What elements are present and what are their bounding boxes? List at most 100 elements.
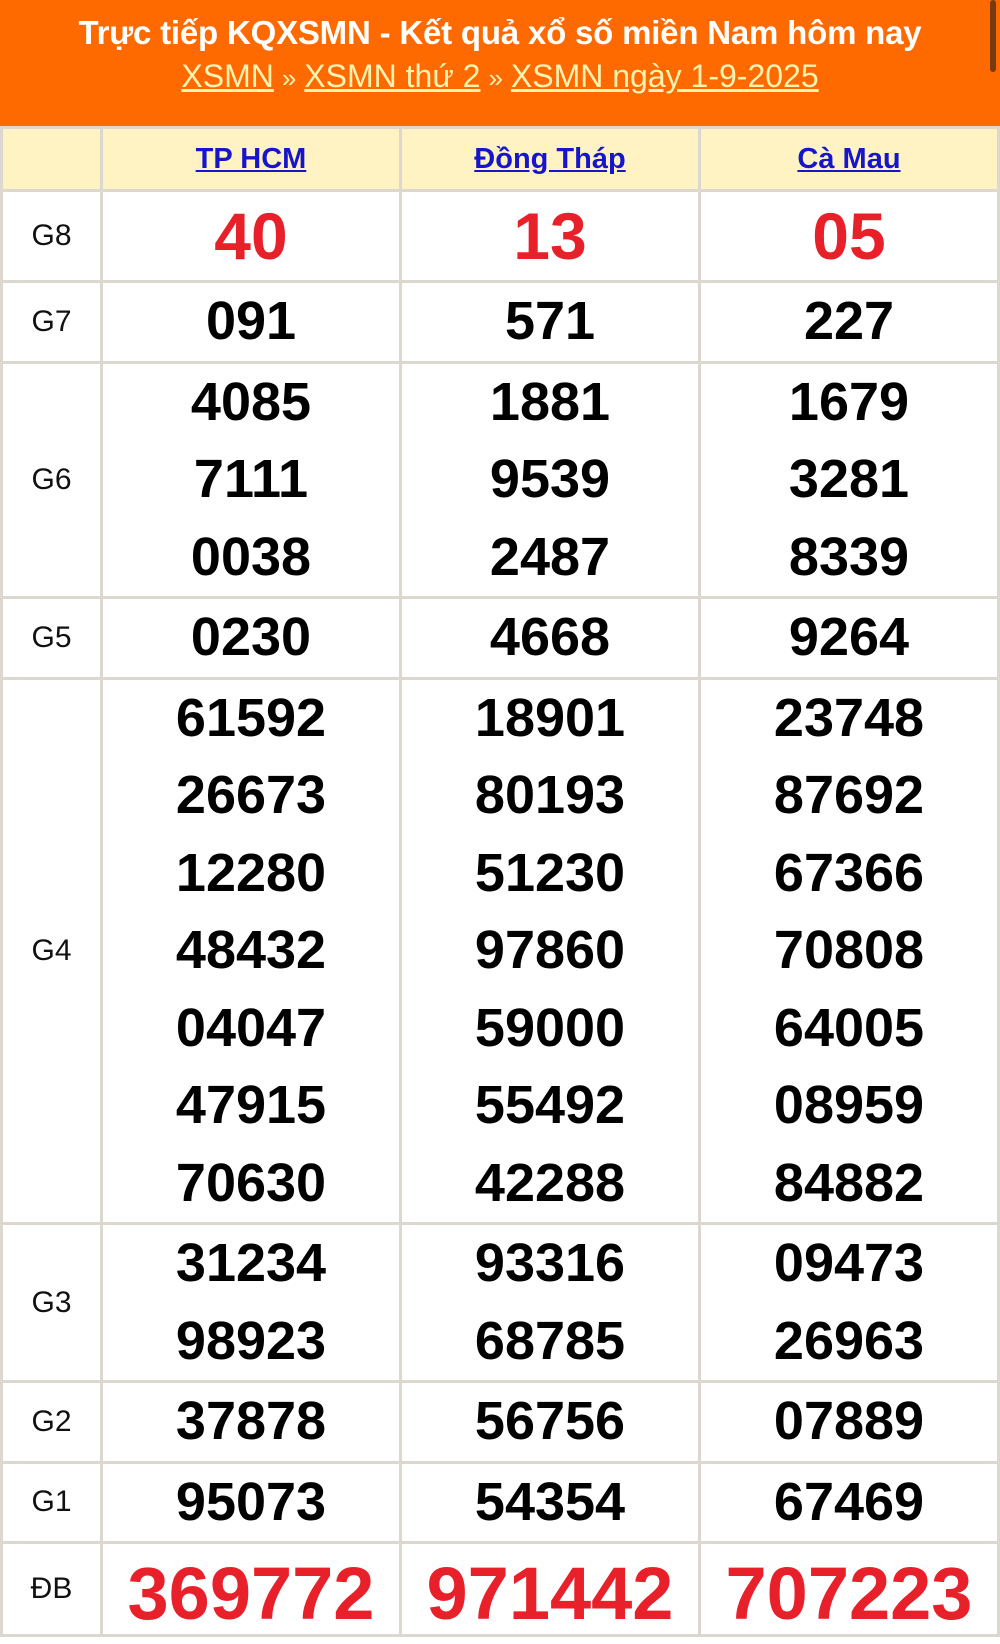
result-number: 09473 <box>773 1233 925 1293</box>
result-cell: 37878 <box>100 1380 402 1464</box>
result-cell: 40 <box>100 189 402 283</box>
prize-label: G3 <box>0 1222 103 1383</box>
prize-label: G5 <box>0 596 103 680</box>
result-number: 51230 <box>474 842 626 903</box>
province-link-dong-thap[interactable]: Đồng Tháp <box>474 142 626 175</box>
result-cell: 369772 <box>100 1541 402 1637</box>
result-cell: 95073 <box>100 1460 402 1544</box>
result-cell: 09473 26963 <box>698 1222 1000 1383</box>
result-number: 9264 <box>788 607 910 667</box>
result-number: 37878 <box>175 1391 327 1451</box>
result-number: 0230 <box>190 607 312 667</box>
prize-row-g3: G3 31234 98923 93316 68785 09473 26963 <box>0 1222 1000 1383</box>
result-number: 3281 <box>788 449 910 509</box>
prize-label: G7 <box>0 280 103 364</box>
result-number: 0038 <box>190 526 312 587</box>
result-number: 04047 <box>175 997 327 1058</box>
result-number: 13 <box>513 199 587 273</box>
result-number: 31234 <box>175 1233 327 1293</box>
result-number: 571 <box>504 291 596 351</box>
result-number: 4085 <box>190 371 312 432</box>
breadcrumb-separator: » <box>281 63 297 93</box>
result-number: 48432 <box>175 920 327 980</box>
result-number: 70808 <box>773 920 925 980</box>
result-cell: 54354 <box>399 1460 701 1544</box>
result-cell: 31234 98923 <box>100 1222 402 1383</box>
result-number: 8339 <box>788 526 910 587</box>
result-cell: 07889 <box>698 1380 1000 1464</box>
result-number: 80193 <box>474 765 626 825</box>
result-cell: 227 <box>698 280 1000 364</box>
page-title: Trực tiếp KQXSMN - Kết quả xổ số miền Na… <box>78 14 922 51</box>
result-number: 9539 <box>489 449 611 509</box>
scrollbar[interactable] <box>990 0 996 72</box>
result-cell: 1881 9539 2487 <box>399 360 701 599</box>
result-number: 61592 <box>175 687 327 748</box>
result-number: 707223 <box>725 1552 973 1635</box>
result-number: 70630 <box>175 1152 327 1213</box>
result-number: 84882 <box>773 1152 925 1213</box>
prize-label: G2 <box>0 1380 103 1464</box>
province-header-row: TP HCM Đồng Tháp Cà Mau <box>0 126 1000 192</box>
result-number: 7111 <box>193 449 309 509</box>
prize-row-g1: G1 95073 54354 67469 <box>0 1460 1000 1544</box>
result-cell: 571 <box>399 280 701 364</box>
result-number: 47915 <box>175 1075 327 1135</box>
result-number: 67366 <box>773 842 925 903</box>
result-number: 1881 <box>489 371 611 432</box>
breadcrumb-xsmn-date[interactable]: XSMN ngày 1-9-2025 <box>510 58 819 94</box>
result-number: 4668 <box>489 607 611 667</box>
prize-row-g4: G4 61592 26673 12280 48432 04047 47915 70630 189… <box>0 676 1000 1225</box>
result-number: 26673 <box>175 765 327 825</box>
result-cell: 4668 <box>399 596 701 680</box>
result-number: 97860 <box>474 920 626 980</box>
province-link-ca-mau[interactable]: Cà Mau <box>797 142 901 175</box>
result-cell: 93316 68785 <box>399 1222 701 1383</box>
prize-row-g7: G7 091 571 227 <box>0 280 1000 364</box>
result-number: 64005 <box>773 997 925 1058</box>
result-number: 40 <box>214 199 288 273</box>
corner-cell <box>0 126 103 192</box>
result-cell: 1679 3281 8339 <box>698 360 1000 599</box>
breadcrumb-xsmn-thu-2[interactable]: XSMN thứ 2 <box>304 58 481 94</box>
result-number: 55492 <box>474 1075 626 1135</box>
breadcrumb-separator: » <box>488 63 503 93</box>
result-number: 87692 <box>773 765 925 825</box>
prize-label: G1 <box>0 1460 103 1544</box>
result-cell: 61592 26673 12280 48432 04047 47915 70630 <box>100 676 402 1225</box>
prize-label: G6 <box>0 360 103 599</box>
result-cell: 9264 <box>698 596 1000 680</box>
result-cell: 56756 <box>399 1380 701 1464</box>
result-number: 18901 <box>474 687 626 748</box>
result-cell: 13 <box>399 189 701 283</box>
result-number: 091 <box>205 291 297 351</box>
breadcrumb-xsmn[interactable]: XSMN <box>181 58 274 94</box>
result-number: 23748 <box>773 687 925 748</box>
result-cell: 0230 <box>100 596 402 680</box>
result-cell: 18901 80193 51230 97860 59000 55492 42288 <box>399 676 701 1225</box>
result-number: 08959 <box>773 1075 925 1135</box>
result-number: 12280 <box>175 842 327 903</box>
result-cell: 971442 <box>399 1541 701 1637</box>
result-number: 42288 <box>474 1152 626 1213</box>
prize-label: G4 <box>0 676 103 1225</box>
breadcrumb: XSMN» XSMN thứ 2» XSMN ngày 1-9-2025 <box>0 58 1000 95</box>
result-number: 93316 <box>474 1233 626 1293</box>
result-number: 227 <box>803 291 895 351</box>
result-number: 369772 <box>127 1552 375 1635</box>
result-cell: 67469 <box>698 1460 1000 1544</box>
result-cell: 23748 87692 67366 70808 64005 08959 84882 <box>698 676 1000 1225</box>
result-cell: 4085 7111 0038 <box>100 360 402 599</box>
result-number: 05 <box>812 199 886 273</box>
prize-label: G8 <box>0 189 103 283</box>
result-number: 68785 <box>474 1310 626 1371</box>
result-number: 1679 <box>788 371 910 432</box>
result-number: 2487 <box>489 526 611 587</box>
result-number: 54354 <box>474 1471 626 1532</box>
result-number: 67469 <box>773 1471 925 1532</box>
province-link-tp-hcm[interactable]: TP HCM <box>195 142 307 175</box>
prize-row-g5: G5 0230 4668 9264 <box>0 596 1000 680</box>
result-number: 59000 <box>474 997 626 1058</box>
result-cell: 05 <box>698 189 1000 283</box>
result-number: 26963 <box>773 1310 925 1371</box>
